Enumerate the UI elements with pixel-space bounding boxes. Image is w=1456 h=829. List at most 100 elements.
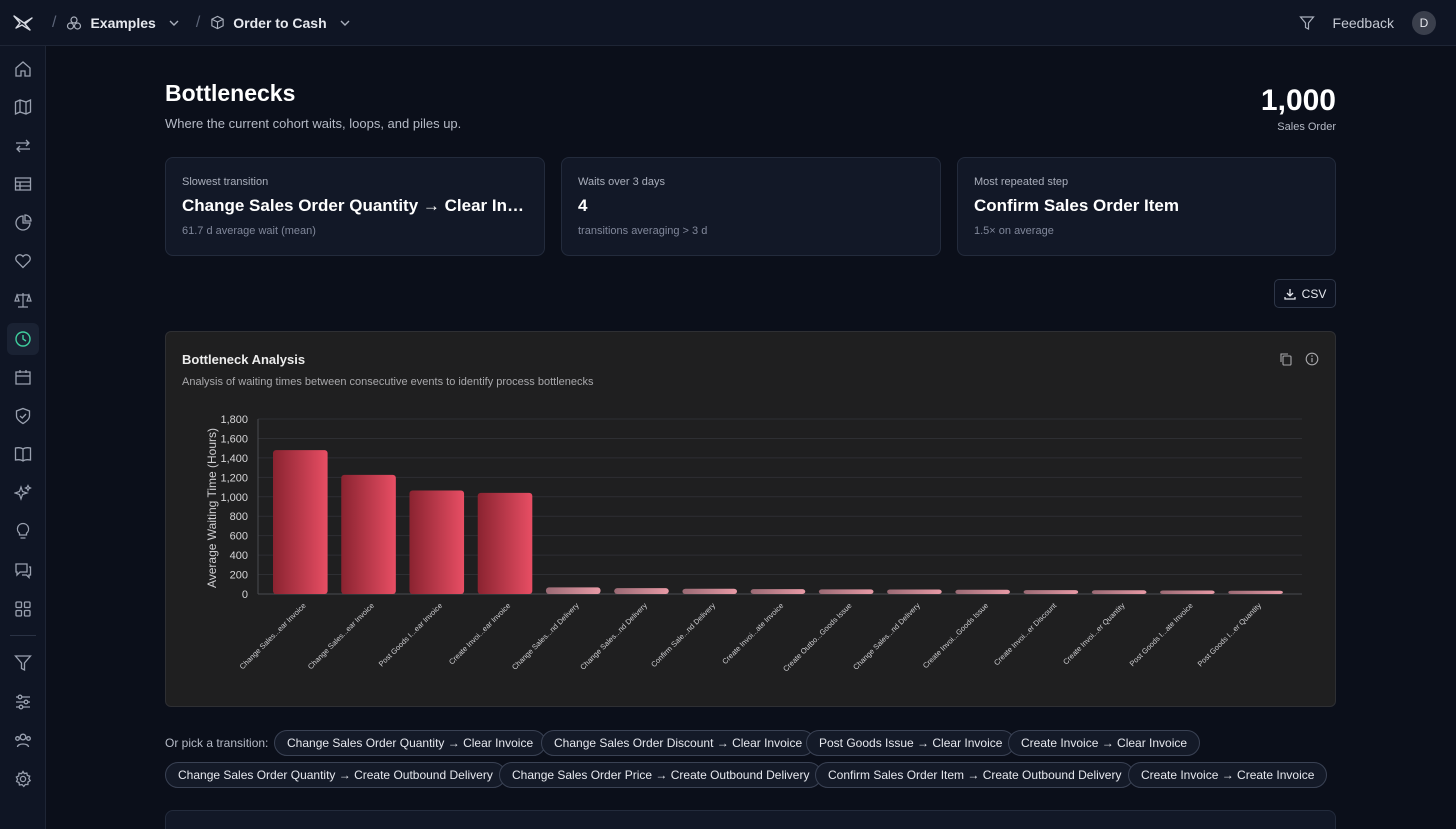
panel-actions xyxy=(1279,352,1319,366)
app-logo[interactable] xyxy=(0,0,46,46)
csv-download-button[interactable]: CSV xyxy=(1274,279,1336,308)
chevron-down-icon xyxy=(340,20,350,26)
feedback-link[interactable]: Feedback xyxy=(1332,15,1394,31)
stat-card-value: Change Sales Order Quantity → Clear Invo… xyxy=(182,196,528,215)
bar[interactable] xyxy=(273,450,328,594)
bar[interactable] xyxy=(614,588,669,594)
stat-card-slowest-transition: Slowest transition Change Sales Order Qu… xyxy=(165,157,545,256)
x-tick-label: Confirm Sale...nd Delivery xyxy=(649,601,717,669)
sidebar-item-apps[interactable] xyxy=(7,593,39,625)
sidebar-item-users[interactable] xyxy=(7,724,39,756)
stat-card-note: 61.7 d average wait (mean) xyxy=(182,225,316,237)
filter-icon xyxy=(14,655,32,672)
next-section-card xyxy=(165,810,1336,829)
sidebar-item-chat[interactable] xyxy=(7,554,39,586)
y-tick-label: 1,000 xyxy=(220,492,248,504)
bar[interactable] xyxy=(955,589,1010,594)
x-tick-label: Create Invoi...er Discount xyxy=(992,600,1059,667)
apps-grid-icon xyxy=(15,601,31,617)
y-tick-label: 1,400 xyxy=(220,453,248,465)
bar[interactable] xyxy=(818,589,874,594)
breadcrumb-separator: / xyxy=(52,13,57,31)
gear-icon xyxy=(15,770,32,788)
avatar[interactable]: D xyxy=(1412,11,1436,35)
sidebar-item-health[interactable] xyxy=(7,245,39,277)
page-title: Bottlenecks xyxy=(165,80,296,106)
transition-chip[interactable]: Confirm Sales Order Item → Create Outbou… xyxy=(815,762,1135,788)
sidebar-item-settings[interactable] xyxy=(7,763,39,795)
bar[interactable] xyxy=(682,588,738,594)
cubes-icon xyxy=(67,15,82,30)
stat-card-most-repeated: Most repeated step Confirm Sales Order I… xyxy=(957,157,1336,256)
info-icon[interactable] xyxy=(1305,352,1319,366)
y-tick-label: 400 xyxy=(230,550,248,562)
sidebar-item-ai[interactable] xyxy=(7,477,39,509)
sidebar-item-table[interactable] xyxy=(7,168,39,200)
clock-icon xyxy=(15,331,31,347)
sidebar-item-bottlenecks[interactable] xyxy=(7,323,39,355)
copy-icon[interactable] xyxy=(1279,352,1293,366)
arrows-icon xyxy=(16,139,30,153)
breadcrumb-process[interactable]: Order to Cash xyxy=(210,15,350,31)
x-tick-label: Change Sales...ear Invoice xyxy=(306,601,376,671)
transition-chip[interactable]: Create Invoice → Clear Invoice xyxy=(1008,730,1201,756)
transition-chip[interactable]: Change Sales Order Discount → Clear Invo… xyxy=(541,730,816,756)
bar[interactable] xyxy=(1160,590,1215,595)
bar[interactable] xyxy=(1091,590,1147,594)
sidebar-item-filter[interactable] xyxy=(7,647,39,679)
bar[interactable] xyxy=(341,474,396,594)
sidebar-item-settings-sliders[interactable] xyxy=(7,686,39,718)
map-icon xyxy=(14,98,32,116)
y-tick-label: 1,800 xyxy=(220,414,248,426)
y-tick-label: 600 xyxy=(230,531,248,543)
book-icon xyxy=(14,447,32,462)
bar[interactable] xyxy=(1228,590,1283,594)
bar[interactable] xyxy=(409,490,465,594)
home-icon xyxy=(15,61,31,77)
chevron-down-icon xyxy=(169,20,179,26)
sidebar-item-map[interactable] xyxy=(7,91,39,123)
transition-chip[interactable]: Change Sales Order Quantity → Create Out… xyxy=(165,762,506,788)
sidebar-item-conformance[interactable] xyxy=(7,400,39,432)
x-tick-label: Create Invoi...er Quantity xyxy=(1061,601,1126,666)
transition-chip[interactable]: Create Invoice → Create Invoice xyxy=(1128,762,1328,788)
breadcrumb-separator: / xyxy=(195,13,201,31)
sidebar-item-home[interactable] xyxy=(7,53,39,85)
sidebar-item-chart[interactable] xyxy=(7,207,39,239)
bar[interactable] xyxy=(545,587,601,594)
panel-title: Bottleneck Analysis xyxy=(182,352,306,367)
sidebar-item-docs[interactable] xyxy=(7,438,39,470)
sidebar-item-calendar[interactable] xyxy=(7,361,39,393)
box-icon xyxy=(211,15,224,30)
transition-chip[interactable]: Change Sales Order Price → Create Outbou… xyxy=(499,762,823,788)
breadcrumb-process-label: Order to Cash xyxy=(233,14,327,31)
x-tick-label: Create Invoi...ear Invoice xyxy=(447,601,512,666)
y-tick-label: 1,200 xyxy=(220,472,248,484)
sidebar-divider xyxy=(10,635,36,636)
transition-chip[interactable]: Post Goods Issue → Clear Invoice xyxy=(806,730,1016,756)
download-icon xyxy=(1284,288,1296,300)
bar[interactable] xyxy=(887,589,942,594)
sidebar-item-compliance[interactable] xyxy=(7,284,39,316)
top-bar: / Examples / Order to Cash Feedback D xyxy=(0,0,1456,46)
stat-card-label: Slowest transition xyxy=(182,176,269,188)
transition-chip[interactable]: Change Sales Order Quantity → Clear Invo… xyxy=(274,730,547,756)
x-tick-label: Change Sales...nd Delivery xyxy=(578,601,649,672)
sidebar-item-insights[interactable] xyxy=(7,515,39,547)
cohort-count-value: 1,000 xyxy=(1260,84,1336,117)
bar[interactable] xyxy=(477,492,533,594)
sidebar-item-transitions[interactable] xyxy=(7,130,39,162)
y-tick-label: 800 xyxy=(230,511,248,523)
x-tick-label: Post Goods I...er Quantity xyxy=(1196,601,1264,669)
bar[interactable] xyxy=(1023,590,1079,594)
x-tick-label: Create Invoi...ate Invoice xyxy=(720,601,785,666)
breadcrumb-workspace[interactable]: Examples xyxy=(66,15,179,31)
stat-card-note: 1.5× on average xyxy=(974,225,1054,237)
shield-check-icon xyxy=(15,407,31,425)
x-tick-label: Create Outbo...Goods Issue xyxy=(781,601,853,673)
filter-icon[interactable] xyxy=(1298,15,1315,31)
page-subtitle: Where the current cohort waits, loops, a… xyxy=(165,116,462,131)
bar[interactable] xyxy=(750,589,806,594)
sparkles-icon xyxy=(14,484,32,501)
stat-card-long-waits: Waits over 3 days 4 transitions averagin… xyxy=(561,157,941,256)
